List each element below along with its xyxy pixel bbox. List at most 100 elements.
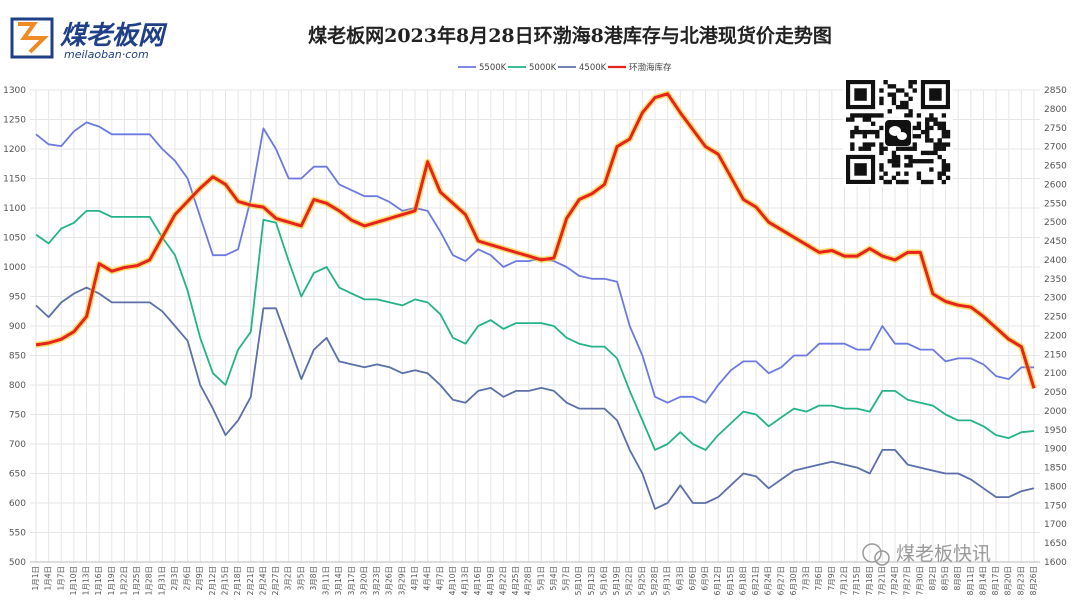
x-tick-label: 5月13日 bbox=[587, 566, 596, 595]
x-tick-label: 4月16日 bbox=[473, 566, 482, 595]
y-right-tick-label: 1850 bbox=[1044, 464, 1067, 474]
logo-text: 煤老板网 bbox=[60, 21, 168, 51]
y-right-tick-label: 2000 bbox=[1044, 407, 1067, 417]
x-tick-label: 6月9日 bbox=[701, 566, 710, 591]
x-tick-label: 7月9日 bbox=[827, 566, 836, 591]
y-left-tick-label: 600 bbox=[9, 499, 26, 509]
x-tick-label: 3月2日 bbox=[284, 566, 293, 591]
x-tick-label: 3月23日 bbox=[372, 566, 381, 595]
legend-label-4500k: 4500K bbox=[579, 63, 607, 73]
x-tick-label: 2月24日 bbox=[258, 566, 267, 595]
chart-title: 煤老板网2023年8月28日环渤海8港库存与北港现货价走势图 bbox=[308, 24, 832, 47]
y-right-tick-label: 1750 bbox=[1044, 501, 1067, 511]
y-right-tick-label: 2700 bbox=[1044, 143, 1067, 153]
x-tick-label: 7月3日 bbox=[802, 566, 811, 591]
y-left-tick-label: 750 bbox=[9, 411, 26, 421]
x-tick-label: 7月18日 bbox=[865, 566, 874, 595]
x-tick-label: 2月9日 bbox=[195, 566, 204, 591]
y-right-tick-label: 2450 bbox=[1044, 237, 1067, 247]
x-tick-label: 6月6日 bbox=[688, 566, 697, 591]
x-tick-label: 1月1日 bbox=[31, 566, 40, 591]
x-tick-label: 7月15日 bbox=[852, 566, 861, 595]
legend-label-inventory: 环渤海库存 bbox=[629, 62, 672, 73]
logo-url: meilaoban·com bbox=[64, 48, 149, 61]
y-right-tick-label: 2400 bbox=[1044, 256, 1067, 266]
x-tick-label: 6月24日 bbox=[764, 566, 773, 595]
x-tick-label: 5月4日 bbox=[549, 566, 558, 591]
wechat-watermark-icon bbox=[862, 543, 882, 563]
x-tick-label: 4月22日 bbox=[498, 566, 507, 595]
x-tick-label: 1月13日 bbox=[82, 566, 91, 595]
qr-code bbox=[843, 77, 953, 187]
y-axis-left: 500 550 600 650 700 750 800 850 900 950 1000 1050 11… bbox=[3, 86, 26, 568]
x-tick-label: 3月20日 bbox=[359, 566, 368, 595]
y-left-tick-label: 700 bbox=[9, 440, 26, 450]
series-inventory-line bbox=[35, 92, 1036, 389]
x-tick-label: 2月18日 bbox=[233, 566, 242, 595]
y-left-tick-label: 500 bbox=[9, 558, 26, 568]
y-right-tick-label: 2250 bbox=[1044, 313, 1067, 323]
legend-label-5500k: 5500K bbox=[479, 63, 507, 73]
x-tick-label: 7月6日 bbox=[814, 566, 823, 591]
y-left-tick-label: 800 bbox=[9, 381, 26, 391]
y-right-tick-label: 1800 bbox=[1044, 482, 1067, 492]
x-tick-label: 2月6日 bbox=[183, 566, 192, 591]
y-right-tick-label: 2650 bbox=[1044, 162, 1067, 172]
wechat-icon bbox=[885, 120, 911, 146]
series-5000k-line bbox=[35, 209, 1035, 451]
x-tick-label: 3月14日 bbox=[334, 566, 343, 595]
x-tick-label: 1月19日 bbox=[107, 566, 116, 595]
y-right-tick-label: 2300 bbox=[1044, 294, 1067, 304]
x-tick-label: 8月8日 bbox=[953, 566, 962, 591]
y-right-tick-label: 2200 bbox=[1044, 331, 1067, 341]
legend: 5500K 5000K 4500K 环渤海库存 bbox=[458, 62, 672, 73]
y-right-tick-label: 1600 bbox=[1044, 558, 1067, 568]
x-tick-label: 3月11日 bbox=[322, 566, 331, 595]
y-right-tick-label: 1700 bbox=[1044, 520, 1067, 530]
x-tick-label: 2月27日 bbox=[271, 566, 280, 595]
x-tick-label: 8月26日 bbox=[1029, 566, 1038, 595]
x-tick-label: 3月8日 bbox=[309, 566, 318, 591]
y-right-tick-label: 2500 bbox=[1044, 218, 1067, 228]
y-right-tick-label: 2550 bbox=[1044, 199, 1067, 209]
x-tick-label: 7月30日 bbox=[915, 566, 924, 595]
x-tick-label: 6月15日 bbox=[726, 566, 735, 595]
logo: 煤老板网 meilaoban·com bbox=[10, 17, 168, 61]
y-right-tick-label: 2850 bbox=[1044, 86, 1067, 96]
x-tick-label: 6月30日 bbox=[789, 566, 798, 595]
y-right-tick-label: 2050 bbox=[1044, 388, 1067, 398]
watermark-text: 煤老板快讯 bbox=[896, 543, 991, 565]
legend-label-5000k: 5000K bbox=[529, 63, 557, 73]
y-right-tick-label: 1650 bbox=[1044, 539, 1067, 549]
x-tick-label: 5月22日 bbox=[625, 566, 634, 595]
x-tick-label: 2月21日 bbox=[246, 566, 255, 595]
y-right-tick-label: 2150 bbox=[1044, 350, 1067, 360]
x-tick-label: 5月7日 bbox=[562, 566, 571, 591]
x-tick-label: 6月12日 bbox=[713, 566, 722, 595]
x-tick-label: 4月28日 bbox=[524, 566, 533, 595]
x-tick-label: 2月15日 bbox=[220, 566, 229, 595]
x-tick-label: 8月14日 bbox=[978, 566, 987, 595]
x-tick-label: 7月27日 bbox=[903, 566, 912, 595]
y-axis-right: 1600 1650 1700 1750 1800 1850 1900 1950 2000 2050… bbox=[1044, 86, 1067, 568]
series-4500k-line bbox=[35, 286, 1035, 510]
x-tick-label: 3月29日 bbox=[397, 566, 406, 595]
x-tick-label: 4月10日 bbox=[448, 566, 457, 595]
y-right-tick-label: 2800 bbox=[1044, 105, 1067, 115]
y-right-tick-label: 2100 bbox=[1044, 369, 1067, 379]
x-axis: 1月1日 1月4日 1月7日 1月10日 1月13日 1月16日 1月19日 1月22日 1月2… bbox=[30, 561, 1040, 595]
y-left-tick-label: 950 bbox=[9, 293, 26, 303]
y-left-tick-label: 900 bbox=[9, 322, 26, 332]
x-tick-label: 1月31日 bbox=[157, 566, 166, 595]
y-right-tick-label: 2750 bbox=[1044, 124, 1067, 134]
x-tick-label: 5月28日 bbox=[650, 566, 659, 595]
y-left-tick-label: 1000 bbox=[3, 263, 26, 273]
x-tick-label: 1月4日 bbox=[44, 566, 53, 591]
x-tick-label: 6月3日 bbox=[675, 566, 684, 591]
y-left-tick-label: 1100 bbox=[3, 204, 26, 214]
x-tick-label: 2月12日 bbox=[208, 566, 217, 595]
x-tick-label: 1月25日 bbox=[132, 566, 141, 595]
y-right-tick-label: 1900 bbox=[1044, 445, 1067, 455]
x-tick-label: 2月3日 bbox=[170, 566, 179, 591]
